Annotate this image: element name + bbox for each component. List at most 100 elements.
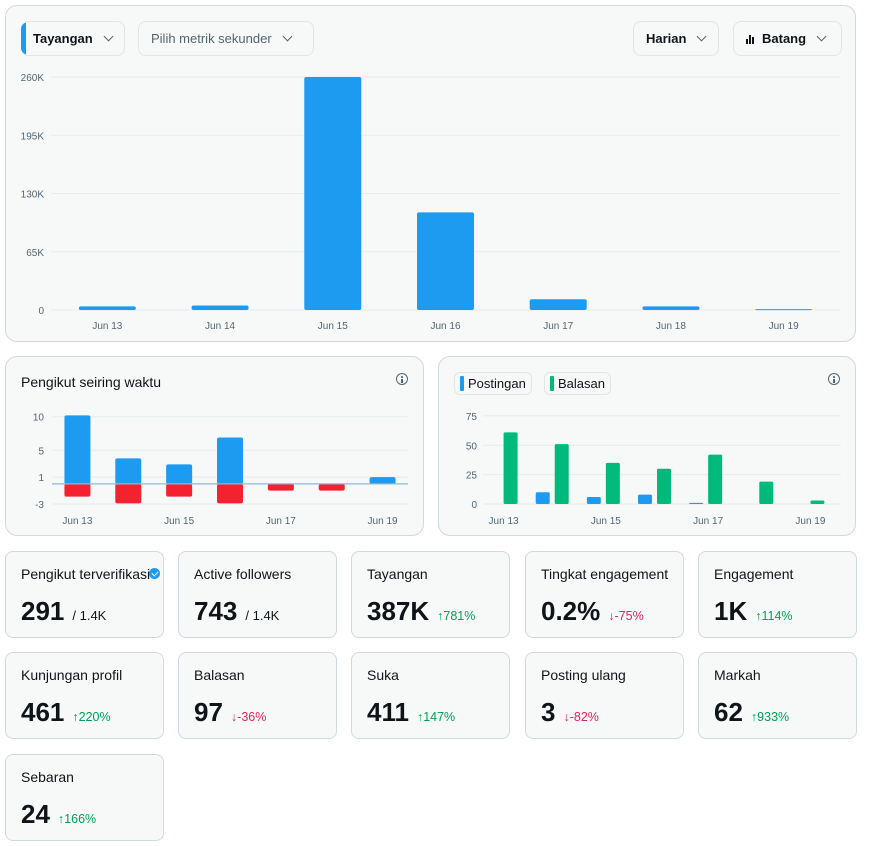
metric-value: 3 [541, 697, 556, 727]
bar [529, 299, 587, 310]
metric-value-row: 461 ↑220% [21, 697, 111, 728]
gained-bar [115, 458, 142, 484]
gained-bar [369, 477, 396, 484]
change-down-indicator: ↓-75% [608, 609, 644, 623]
secondary-metric-placeholder: Pilih metrik sekunder [151, 31, 272, 46]
metric-total: / 1.4K [72, 608, 107, 623]
posts-replies-bar-chart: 0 25 50 75 Jun 13 Jun 15 Jun 17 Jun 19 [466, 412, 841, 527]
balasan-bar [708, 454, 723, 504]
y-tick-label: 50 [466, 441, 478, 452]
change-down-indicator: ↓-82% [563, 710, 599, 724]
lost-bar [115, 483, 142, 504]
gained-bar [64, 415, 91, 484]
postingan-bar [689, 502, 704, 504]
metric-value-row: 24 ↑166% [21, 799, 96, 830]
metric-tile[interactable]: Markah 62 ↑933% [698, 652, 857, 739]
metric-tile[interactable]: Suka 411 ↑147% [351, 652, 510, 739]
y-tick-label: 5 [38, 446, 44, 457]
interval-dropdown[interactable]: Harian [633, 21, 719, 56]
change-up-indicator: ↑147% [416, 710, 456, 724]
metric-value-row: 411 ↑147% [367, 697, 455, 728]
change-up-indicator: ↑166% [57, 812, 97, 826]
gained-bar [217, 437, 243, 484]
metric-tile[interactable]: Active followers 743 / 1.4K [178, 551, 337, 638]
balasan-bar [605, 462, 620, 504]
metric-total: / 1.4K [245, 608, 280, 623]
posts-chart-card: Postingan Balasan 0 25 50 75 Jun 13 Jun 15 Jun… [438, 356, 856, 536]
primary-metric-dropdown[interactable]: Tayangan [21, 21, 125, 56]
info-icon[interactable] [396, 373, 408, 385]
info-icon[interactable] [828, 373, 840, 385]
followers-chart-card: Pengikut seiring waktu -3 1 5 10 Jun 13 Jun 1… [5, 356, 424, 536]
legend-label: Balasan [558, 376, 605, 391]
chart-type-dropdown[interactable]: Batang [733, 21, 842, 56]
metric-value-row: 291 / 1.4K [21, 596, 106, 627]
bar [642, 306, 700, 310]
interval-label: Harian [646, 31, 687, 46]
main-chart-card: Tayangan Pilih metrik sekunder Harian Ba… [5, 5, 856, 342]
y-tick-label: 0 [38, 306, 44, 317]
metric-value: 1K [714, 596, 748, 626]
x-tick-label: Jun 15 [164, 516, 194, 527]
metric-tile[interactable]: Kunjungan profil 461 ↑220% [5, 652, 164, 739]
bar-chart-icon [746, 34, 754, 44]
metric-label: Active followers [194, 566, 292, 582]
bar [755, 309, 813, 311]
change-up-indicator: ↑220% [72, 710, 111, 724]
metric-value: 62 [714, 697, 743, 727]
bar [304, 77, 362, 310]
x-tick-label: Jun 13 [92, 321, 122, 332]
metric-value: 291 [21, 596, 65, 626]
x-tick-label: Jun 17 [543, 321, 573, 332]
secondary-metric-dropdown[interactable]: Pilih metrik sekunder [138, 21, 314, 56]
metric-label: Tayangan [367, 566, 428, 582]
metric-label: Suka [367, 667, 399, 683]
metric-tile[interactable]: Pengikut terverifikasi 291 / 1.4K [5, 551, 164, 638]
gained-bar [166, 464, 193, 484]
metric-tile[interactable]: Engagement 1K ↑114% [698, 551, 857, 638]
bar [78, 306, 136, 310]
x-tick-label: Jun 15 [591, 516, 621, 527]
balasan-bar [810, 500, 825, 504]
metric-value-row: 743 / 1.4K [194, 596, 279, 627]
change-up-indicator: ↑114% [755, 609, 793, 623]
metric-value-row: 1K ↑114% [714, 596, 793, 627]
followers-bar-chart: -3 1 5 10 Jun 13 Jun 15 Jun 17 Jun 19 [33, 413, 408, 527]
primary-metric-label: Tayangan [33, 31, 93, 46]
metric-label: Engagement [714, 566, 794, 582]
metric-tile[interactable]: Balasan 97 ↓-36% [178, 652, 337, 739]
metric-tile[interactable]: Sebaran 24 ↑166% [5, 754, 164, 841]
change-up-indicator: ↑781% [437, 609, 476, 623]
lost-bar [166, 483, 193, 497]
x-tick-label: Jun 14 [205, 321, 235, 332]
legend-balasan[interactable]: Balasan [544, 372, 611, 395]
x-tick-label: Jun 19 [368, 516, 398, 527]
metric-label: Balasan [194, 667, 245, 683]
x-tick-label: Jun 16 [430, 321, 460, 332]
y-tick-label: 25 [466, 471, 478, 482]
change-up-indicator: ↑933% [750, 710, 790, 724]
chart-type-label: Batang [762, 31, 807, 46]
metric-label: Sebaran [21, 769, 74, 785]
legend-postingan[interactable]: Postingan [454, 372, 532, 395]
metric-value: 97 [194, 697, 223, 727]
x-tick-label: Jun 13 [62, 516, 92, 527]
metric-label: Posting ulang [541, 667, 626, 683]
metric-label: Kunjungan profil [21, 667, 123, 683]
x-tick-label: Jun 13 [489, 516, 519, 527]
metric-value: 411 [367, 697, 409, 727]
change-down-indicator: ↓-36% [230, 710, 267, 724]
x-tick-label: Jun 15 [318, 321, 348, 332]
balasan-bar [657, 468, 671, 504]
metric-tile[interactable]: Tayangan 387K ↑781% [351, 551, 510, 638]
x-tick-label: Jun 17 [266, 516, 296, 527]
impressions-bar-chart: 0 65K 130K 195K 260K Jun 13 Jun 14 Jun 15 Jun 16… [21, 73, 840, 332]
y-tick-label: 1 [38, 473, 44, 484]
metric-tile[interactable]: Tingkat engagement 0.2% ↓-75% [525, 551, 684, 638]
lost-bar [64, 483, 91, 497]
x-tick-label: Jun 17 [693, 516, 723, 527]
metric-value: 387K [367, 596, 430, 626]
metric-tile[interactable]: Posting ulang 3 ↓-82% [525, 652, 684, 739]
balasan-bar [554, 444, 569, 504]
y-tick-label: 75 [466, 412, 478, 423]
